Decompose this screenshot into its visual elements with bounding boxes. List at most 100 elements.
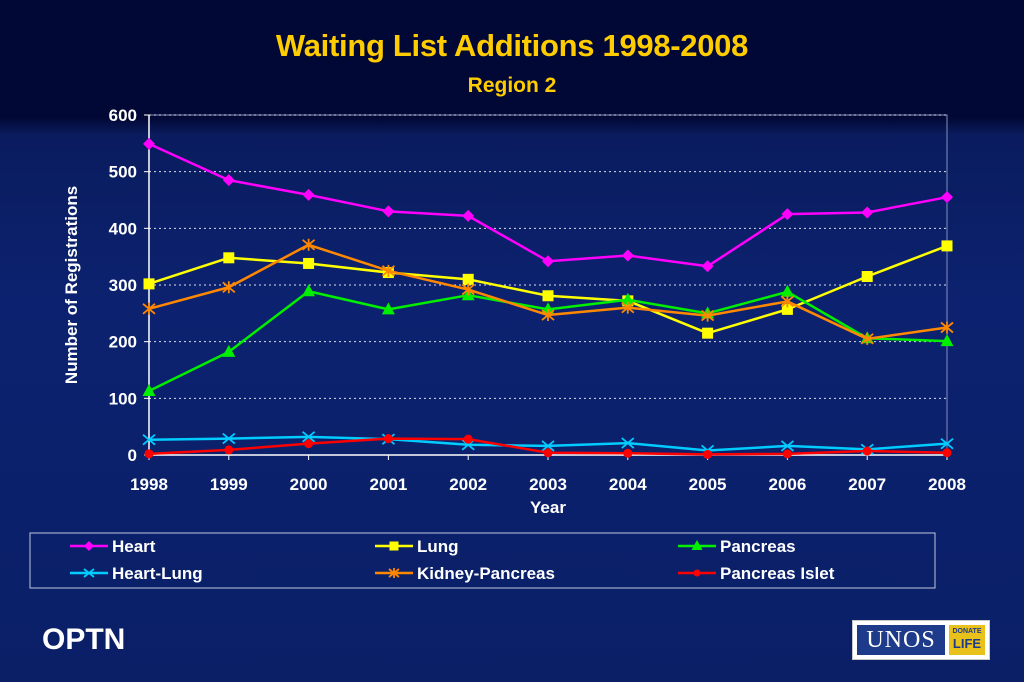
heart-point: [861, 206, 874, 219]
kidney-pancreas-point: [621, 301, 635, 314]
pancreas-islet-point: [144, 449, 154, 459]
pancreas-islet-point: [703, 449, 713, 459]
kidney-pancreas-point: [222, 281, 236, 294]
kidney-pancreas-point: [461, 283, 475, 296]
pancreas-point: [142, 383, 156, 396]
heart-point: [941, 191, 953, 204]
heart-point: [143, 137, 155, 150]
donate-life-badge-bottom: LIFE: [952, 636, 982, 651]
y-tick-label: 600: [109, 106, 137, 125]
optn-footer-label: OPTN: [42, 623, 126, 656]
donate-life-badge: DONATE LIFE: [949, 625, 985, 655]
x-tick-label: 2005: [689, 475, 727, 494]
y-tick-label: 300: [109, 276, 137, 295]
x-tick-label: 2006: [768, 475, 806, 494]
legend-label-pancreas: Pancreas: [720, 537, 796, 556]
y-tick-label: 100: [109, 389, 137, 408]
pancreas-point: [381, 302, 395, 315]
x-tick-label: 2001: [369, 475, 407, 494]
legend-swatch-marker: [693, 569, 701, 577]
pancreas-point: [302, 284, 316, 297]
y-tick-label: 200: [109, 333, 137, 352]
heart-point: [542, 255, 554, 268]
heart-point: [781, 208, 794, 221]
pancreas-islet-point: [463, 434, 473, 444]
legend-label-heart: Heart: [112, 537, 156, 556]
x-tick-label: 2000: [290, 475, 328, 494]
pancreas-islet-point: [304, 439, 314, 449]
kidney-pancreas-point: [142, 302, 156, 315]
lung-point: [143, 278, 155, 290]
legend-swatch-marker: [84, 541, 94, 551]
kidney-pancreas-point: [541, 309, 555, 322]
donate-life-badge-top: DONATE: [952, 628, 982, 635]
x-tick-label: 1998: [130, 475, 168, 494]
lung-point: [702, 327, 714, 339]
lung-point: [941, 240, 953, 252]
legend-label-pancreas-islet: Pancreas Islet: [720, 564, 835, 583]
heart-lung-point: [302, 431, 316, 443]
legend-swatch-marker: [388, 568, 400, 578]
heart-lung-point: [780, 440, 794, 452]
legend-swatch-marker: [691, 540, 703, 550]
heart-point: [382, 205, 395, 218]
pancreas-point: [780, 284, 794, 297]
x-tick-label: 2008: [928, 475, 966, 494]
kidney-pancreas-point: [940, 321, 954, 334]
pancreas-point: [940, 334, 954, 347]
heart-lung-point: [142, 434, 156, 446]
x-tick-label: 2003: [529, 475, 567, 494]
lung-point: [462, 273, 474, 285]
legend-box: [29, 532, 936, 589]
heart-lung-point: [461, 439, 475, 451]
chart-subtitle: Region 2: [467, 74, 557, 97]
chart-title: Waiting List Additions 1998-2008: [275, 28, 749, 63]
heart-point: [222, 174, 235, 187]
legend-swatch-marker: [389, 541, 399, 551]
pancreas-islet-point: [623, 448, 633, 458]
kidney-pancreas-point: [860, 332, 874, 345]
heart-lung-point: [940, 437, 954, 450]
heart-lung-point: [621, 437, 635, 449]
unos-logo: UNOS DONATE LIFE: [852, 620, 990, 660]
plot-area: [148, 114, 948, 456]
pancreas-islet-point: [942, 448, 952, 458]
pancreas-islet-point: [383, 434, 393, 444]
lung-point: [542, 290, 554, 302]
heart-point: [701, 260, 714, 273]
kidney-pancreas-point: [701, 309, 715, 322]
legend-swatch-marker: [83, 568, 95, 578]
y-tick-label: 500: [109, 163, 137, 182]
legend-label-kidney-pancreas: Kidney-Pancreas: [417, 564, 555, 583]
pancreas-islet-point: [543, 448, 553, 458]
legend-label-lung: Lung: [417, 537, 459, 556]
y-tick-label: 0: [128, 446, 137, 465]
heart-lung-point: [541, 440, 555, 452]
kidney-pancreas-point: [381, 264, 395, 277]
lung-point: [303, 257, 315, 269]
x-tick-label: 2004: [609, 475, 647, 494]
lung-point: [861, 271, 873, 282]
x-tick-label: 1999: [210, 475, 248, 494]
pancreas-islet-point: [224, 445, 234, 455]
heart-point: [621, 249, 634, 262]
x-axis-title: Year: [530, 498, 566, 517]
lung-point: [781, 303, 793, 315]
kidney-pancreas-point: [780, 295, 794, 308]
pancreas-point: [222, 344, 236, 357]
lung-point: [223, 252, 235, 264]
heart-point: [302, 188, 315, 201]
x-tick-label: 2007: [848, 475, 886, 494]
pancreas-islet-point: [782, 449, 792, 459]
x-tick-label: 2002: [449, 475, 487, 494]
pancreas-point: [621, 292, 635, 305]
unos-logo-word: UNOS: [857, 625, 945, 655]
heart-line: [148, 142, 948, 268]
y-axis-title: Number of Registrations: [62, 186, 81, 384]
y-tick-label: 400: [109, 219, 137, 238]
heart-point: [462, 209, 475, 222]
kidney-pancreas-point: [302, 238, 316, 251]
legend-label-heart-lung: Heart-Lung: [112, 564, 203, 583]
pancreas-islet-point: [862, 446, 872, 456]
